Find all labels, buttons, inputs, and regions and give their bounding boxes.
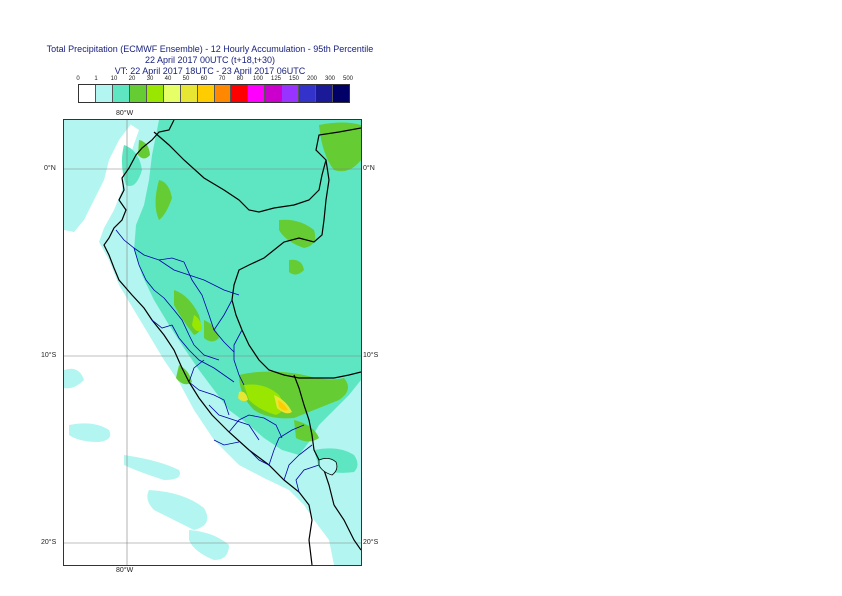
legend-swatch (79, 85, 96, 102)
legend-swatch (248, 85, 266, 102)
legend-tick-label: 60 (200, 76, 208, 82)
legend-labels: 0 1 10 20 30 40 50 60 70 80 100 125 150 200 300 500 (70, 76, 360, 85)
legend-swatch (214, 85, 232, 102)
lat-label-20s-right: 20°S (363, 539, 379, 546)
legend-swatch (282, 85, 300, 102)
legend-swatch (231, 85, 249, 102)
precipitation-map (63, 119, 362, 566)
legend-tick-label: 40 (164, 76, 172, 82)
legend-swatch (197, 85, 215, 102)
precip-lime-layer (192, 315, 284, 415)
legend-swatch (163, 85, 181, 102)
lat-label-20s-left: 20°S (41, 539, 57, 546)
legend-tick-label: 70 (218, 76, 226, 82)
legend-tick-label: 20 (128, 76, 136, 82)
lon-label-80w-bottom: 80°W (116, 567, 134, 574)
legend-swatch (180, 85, 198, 102)
legend-tick-label: 300 (324, 76, 336, 82)
legend-tick-label: 1 (94, 76, 98, 82)
legend-tick-label: 50 (182, 76, 190, 82)
legend-swatch (333, 85, 349, 102)
run-time-label: 22 April 2017 00UTC (t+18,t+30) (144, 55, 276, 65)
legend-tick-label: 30 (146, 76, 154, 82)
legend-tick-label: 125 (270, 76, 282, 82)
lat-label-0n-left: 0°N (44, 165, 56, 172)
color-legend: 0 1 10 20 30 40 50 60 70 80 100 125 150 200 300 500 (70, 76, 360, 106)
legend-tick-label: 100 (252, 76, 264, 82)
legend-tick-label: 80 (236, 76, 244, 82)
legend-tick-label: 0 (76, 76, 80, 82)
legend-swatch (316, 85, 334, 102)
legend-swatch (265, 85, 283, 102)
coastline-national-borders (103, 120, 361, 565)
precip-orange-layer (278, 400, 288, 411)
legend-tick-label: 500 (342, 76, 354, 82)
legend-tick-label: 150 (288, 76, 300, 82)
legend-swatch (95, 85, 113, 102)
legend-tick-label: 10 (110, 76, 118, 82)
legend-color-bar (78, 84, 350, 103)
graticule (64, 120, 361, 565)
lake-titicaca (318, 458, 338, 476)
regional-borders (115, 229, 320, 493)
legend-swatch (299, 85, 317, 102)
lat-label-0n-right: 0°N (363, 165, 375, 172)
legend-swatch (112, 85, 130, 102)
chart-title: Total Precipitation (ECMWF Ensemble) - 1… (46, 44, 374, 54)
lon-label-80w-top: 80°W (116, 110, 134, 117)
lat-label-10s-left: 10°S (41, 352, 57, 359)
lat-label-10s-right: 10°S (363, 352, 379, 359)
legend-tick-label: 200 (306, 76, 318, 82)
legend-swatch (146, 85, 164, 102)
valid-time-label: VT: 22 April 2017 18UTC - 23 April 2017 … (114, 66, 306, 76)
map-canvas (64, 120, 361, 565)
legend-swatch (129, 85, 147, 102)
